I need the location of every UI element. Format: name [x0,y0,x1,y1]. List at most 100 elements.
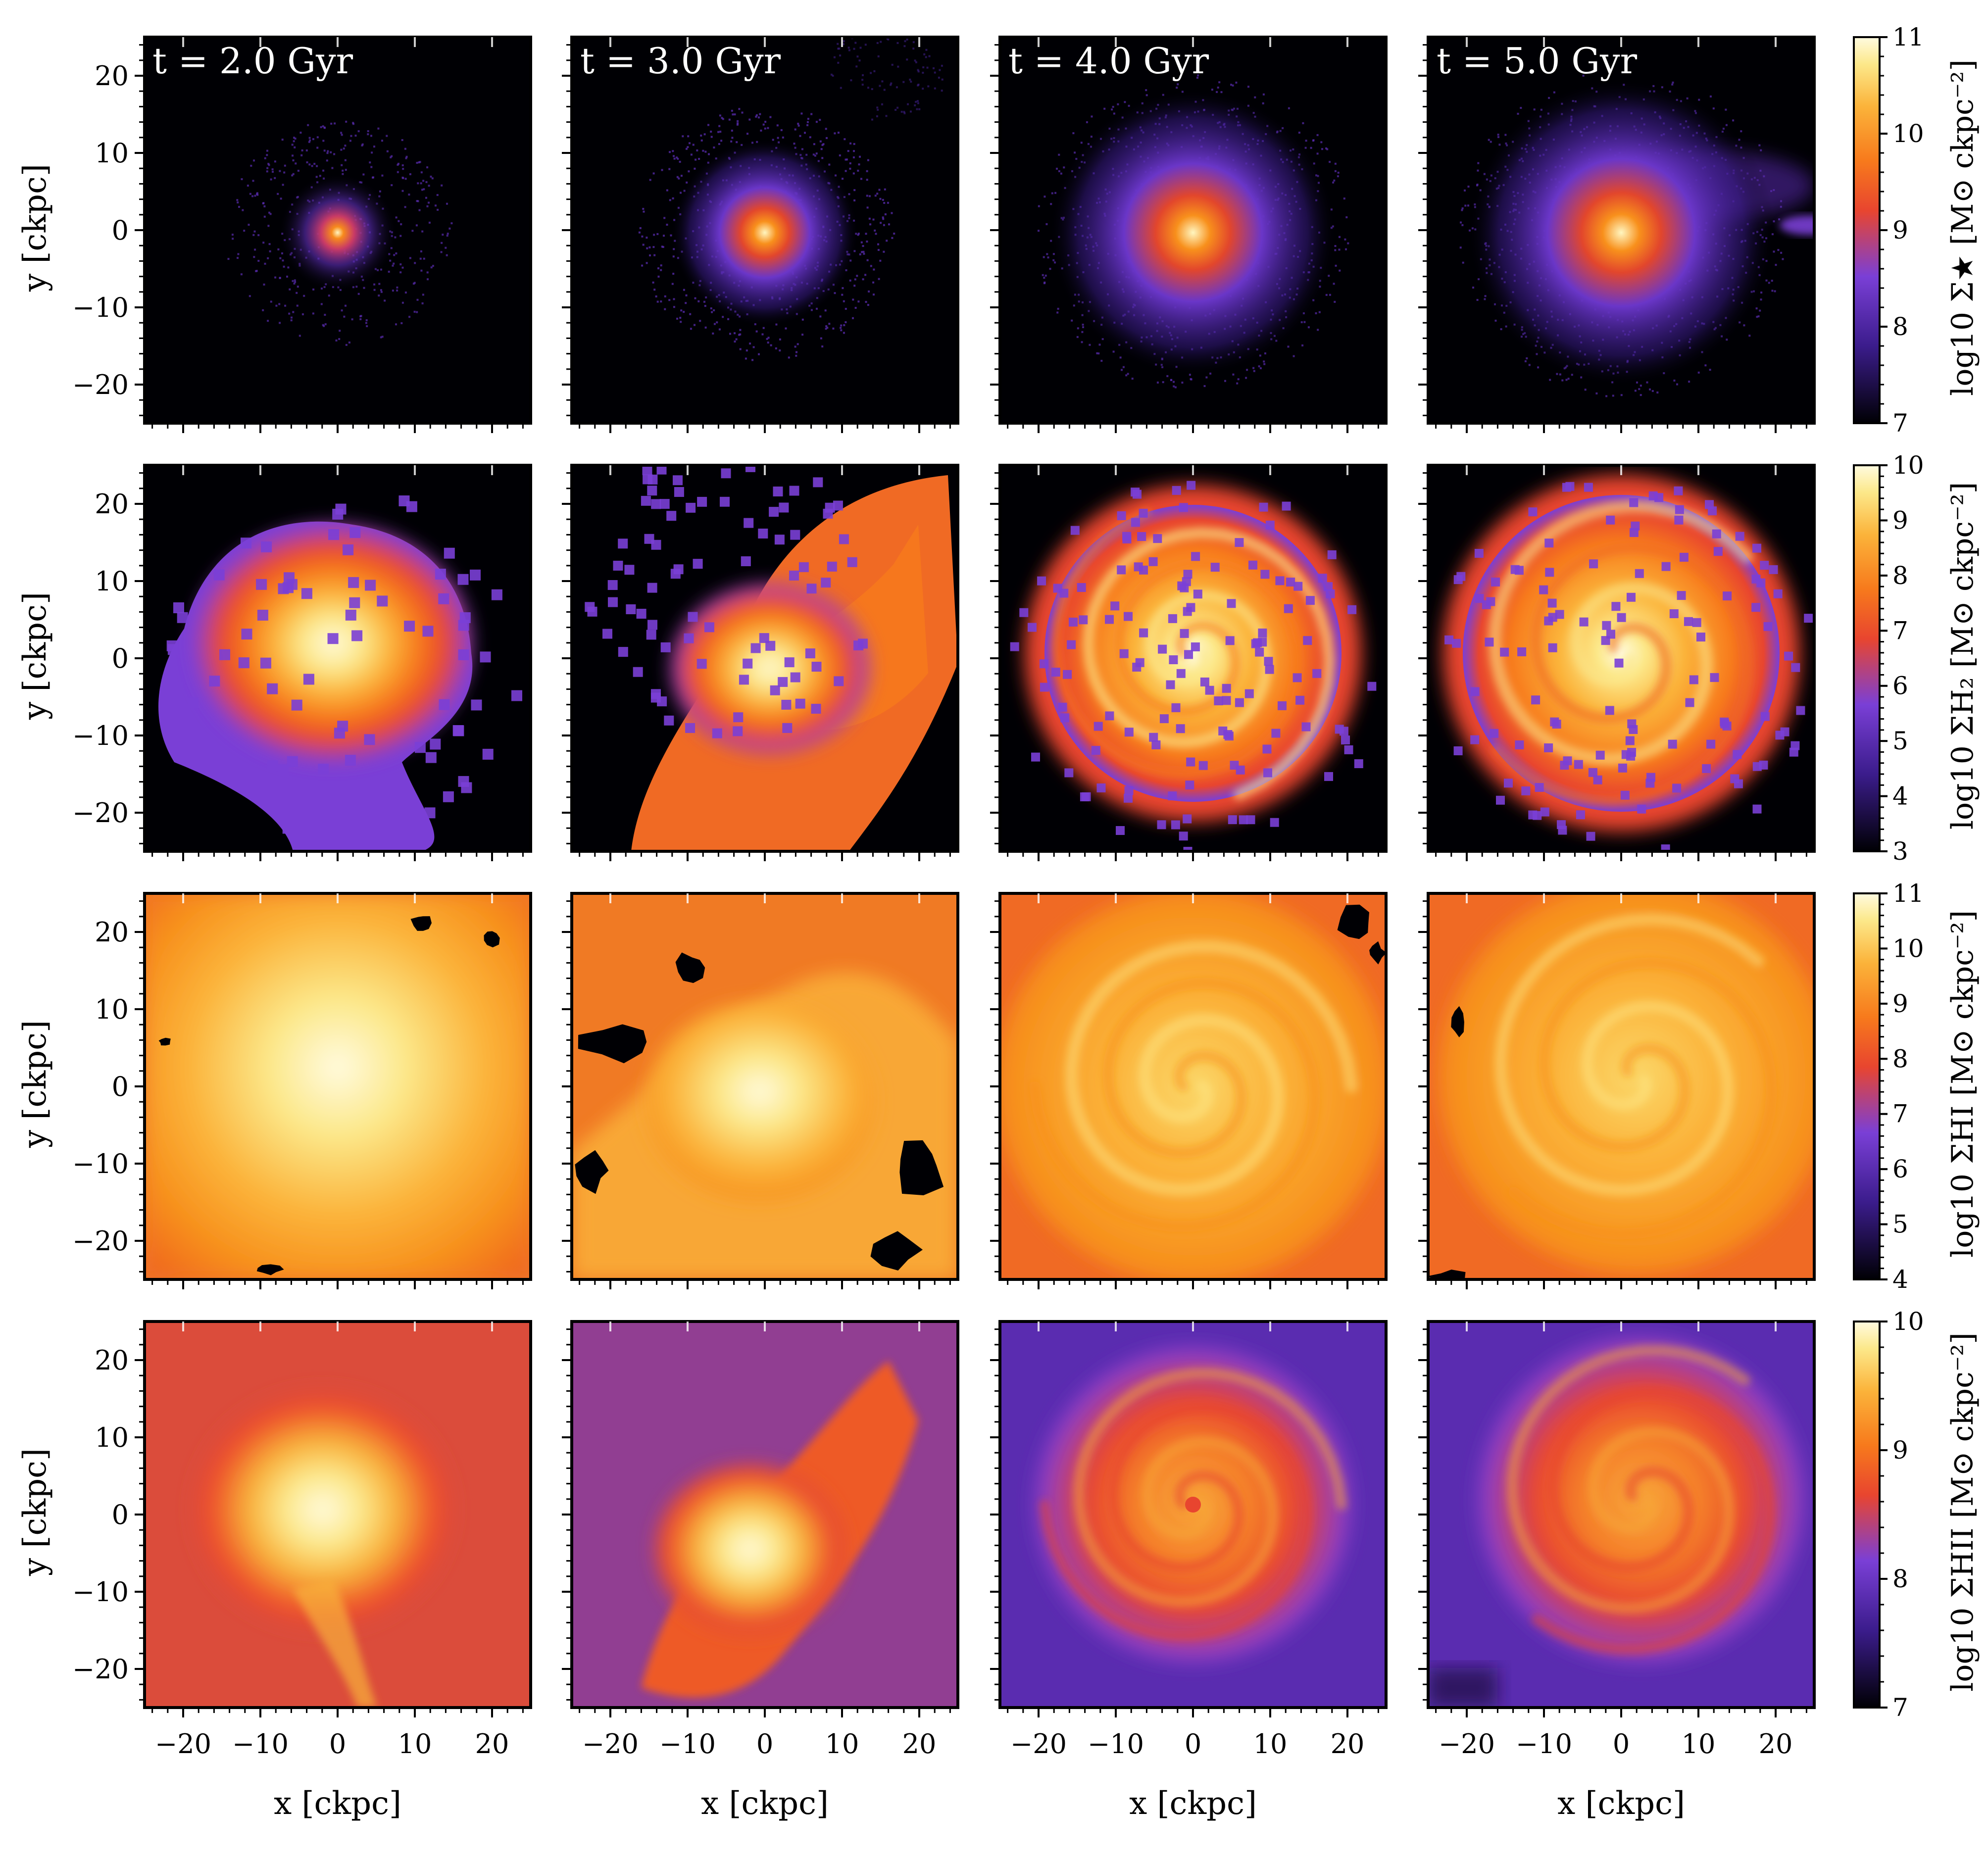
x-tick-label: 20 [902,1728,937,1760]
x-axis-label-col-4: x [ckpc] [1557,1785,1685,1822]
colorbar-tick-label: 10 [1892,1307,1924,1336]
colorbar-tick-label: 8 [1892,1565,1908,1593]
map-panel-r3-c2 [572,893,958,1279]
x-tick-label: −20 [155,1728,211,1760]
time-label-col-1: t = 2.0 Gyr [152,40,353,82]
colorbar-tick-label: 10 [1892,119,1924,148]
x-tick-label: 20 [1759,1728,1793,1760]
map-panel-r1-c3 [1000,37,1386,423]
y-axis-label-row-2: y [ckpc] [17,592,53,720]
map-panel-r4-c3 [1000,1321,1386,1708]
time-label-col-3: t = 4.0 Gyr [1008,40,1209,82]
colorbar-tick-label: 11 [1892,23,1924,51]
time-label-col-2: t = 3.0 Gyr [580,40,781,82]
y-tick-label: 10 [95,994,129,1025]
map-panel-r1-c4 [1428,37,1814,423]
panel-grid [145,37,1814,1708]
y-tick-label: 10 [95,138,129,169]
map-panel-r4-c4 [1428,1321,1814,1708]
y-tick-label: −20 [72,797,129,829]
y-tick-label: 0 [112,215,129,246]
map-panel-r2-c1 [145,465,531,851]
x-tick-label: −10 [232,1728,289,1760]
colorbar-tick-label: 8 [1892,1044,1908,1073]
map-panel-r2-c4 [1428,465,1814,851]
map-panel-r4-c2 [572,1321,958,1708]
map-panel-r4-c1 [145,1321,531,1708]
colorbar-tick-label: 5 [1892,1210,1908,1239]
x-axis-label-col-2: x [ckpc] [701,1785,829,1822]
colorbar-r2 [1853,464,1881,852]
colorbar-tick-label: 7 [1892,1100,1908,1128]
map-panel-r3-c1 [145,893,531,1279]
y-tick-label: −20 [72,369,129,400]
x-tick-label: −10 [1088,1728,1144,1760]
x-tick-label: 10 [1682,1728,1716,1760]
x-tick-label: 20 [475,1728,509,1760]
colorbar-r3 [1853,892,1881,1280]
x-tick-label: 0 [329,1728,346,1760]
map-panel-r2-c3 [1000,465,1386,851]
y-tick-label: 0 [112,1071,129,1102]
y-tick-label: 20 [95,917,129,948]
x-tick-label: −20 [582,1728,639,1760]
colorbar-tick-label: 8 [1892,561,1908,590]
colorbar-tick-label: 7 [1892,1693,1908,1722]
colorbar-tick-label: 5 [1892,727,1908,755]
colorbar-tick-label: 7 [1892,409,1908,438]
x-axis-label-col-1: x [ckpc] [274,1785,401,1822]
colorbar-tick-label: 9 [1892,989,1908,1018]
y-tick-label: 0 [112,1499,129,1530]
y-tick-label: −20 [72,1654,129,1685]
y-tick-label: −10 [72,1148,129,1179]
x-tick-label: −10 [1516,1728,1572,1760]
x-tick-label: 10 [825,1728,859,1760]
y-tick-label: 10 [95,1422,129,1453]
axes-layer: 20 10 0 −10 −20 20 10 0 −10 −20 20 10 0 −10 −20 20 10 0 −1… [72,23,1924,1760]
y-tick-label: 0 [112,643,129,674]
colorbar-tick-label: 3 [1892,837,1908,866]
y-tick-label: −20 [72,1225,129,1257]
y-tick-label: 20 [95,489,129,520]
x-tick-label: 0 [1185,1728,1201,1760]
y-tick-label: 20 [95,1345,129,1376]
colorbar-tick-label: 7 [1892,616,1908,645]
colorbar-tick-label: 6 [1892,672,1908,700]
colorbar-label-row-3: log10 ΣHI [M⊙ ckpc⁻²] [1945,910,1980,1258]
colorbar-tick-label: 9 [1892,506,1908,535]
x-tick-label: 10 [398,1728,432,1760]
x-tick-label: −10 [659,1728,716,1760]
y-axis-label-row-1: y [ckpc] [17,164,53,292]
y-tick-label: −10 [72,720,129,751]
colorbar-tick-label: 4 [1892,1265,1908,1294]
map-panel-r1-c2 [572,37,958,423]
colorbar-tick-label: 9 [1892,1436,1908,1465]
x-axis-label-col-3: x [ckpc] [1129,1785,1257,1822]
x-tick-label: −20 [1010,1728,1067,1760]
map-panel-r2-c2 [572,465,958,851]
x-tick-label: 10 [1253,1728,1288,1760]
x-tick-label: 0 [1613,1728,1630,1760]
colorbar-tick-label: 10 [1892,934,1924,963]
x-tick-label: 0 [756,1728,773,1760]
colorbar-tick-label: 4 [1892,782,1908,811]
colorbar-r4 [1853,1321,1881,1709]
y-axis-label-row-4: y [ckpc] [17,1448,53,1576]
colorbar-r1 [1853,36,1881,424]
y-axis-label-row-3: y [ckpc] [17,1020,53,1148]
map-panel-r3-c3 [1000,893,1386,1279]
colorbar-label-row-1: log10 Σ★ [M⊙ ckpc⁻²] [1945,59,1980,396]
colorbar-tick-label: 9 [1892,216,1908,245]
colorbar-tick-label: 6 [1892,1155,1908,1183]
colorbar-label-row-4: log10 ΣHII [M⊙ ckpc⁻²] [1945,1332,1980,1692]
x-tick-label: 20 [1331,1728,1365,1760]
time-label-col-4: t = 5.0 Gyr [1437,40,1638,82]
colorbar-tick-label: 11 [1892,879,1924,908]
colorbar-label-row-2: log10 ΣH₂ [M⊙ ckpc⁻²] [1945,482,1980,830]
y-tick-label: −10 [72,292,129,323]
colorbar-tick-label: 8 [1892,312,1908,341]
map-panel-r1-c1 [145,37,531,423]
colorbar-tick-label: 10 [1892,451,1924,480]
x-tick-label: −20 [1439,1728,1495,1760]
